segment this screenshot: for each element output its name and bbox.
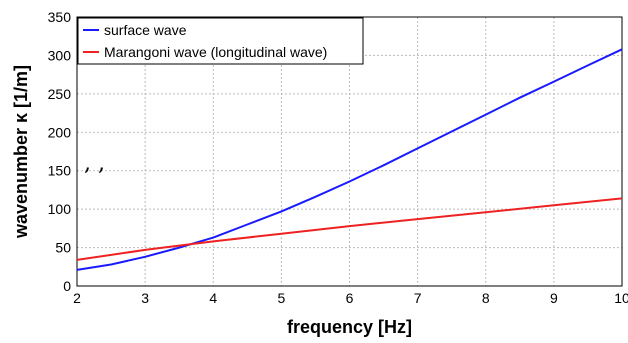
- y-tick-label: 250: [48, 86, 72, 102]
- x-tick-label: 5: [277, 290, 285, 306]
- y-axis-label: wavenumber κ [1/m]: [11, 65, 31, 239]
- y-tick-label: 50: [55, 240, 71, 256]
- series-lines: [76, 48, 623, 271]
- legend-box: [77, 17, 364, 65]
- plot-frame: [76, 16, 623, 287]
- x-tick-label: 9: [550, 290, 558, 306]
- series-line-1: [76, 197, 623, 261]
- y-tick-label: 150: [48, 163, 72, 179]
- stray-annotation: , ,: [84, 151, 105, 176]
- x-tick-label: 8: [482, 290, 490, 306]
- y-tick-label: 0: [63, 278, 71, 294]
- x-tick-label: 10: [614, 290, 628, 306]
- y-tick-label: 100: [48, 201, 72, 217]
- x-tick-label: 2: [73, 290, 81, 306]
- x-ticks: 2 3 4 5 6 7 8 9 10: [73, 290, 628, 306]
- x-tick-label: 4: [209, 290, 217, 306]
- legend-label-marangoni-wave: Marangoni wave (longitudinal wave): [104, 44, 327, 60]
- x-tick-label: 6: [346, 290, 354, 306]
- series-line-0: [76, 48, 623, 271]
- x-axis-label: frequency [Hz]: [287, 317, 412, 337]
- x-tick-label: 7: [414, 290, 422, 306]
- y-tick-label: 300: [48, 47, 72, 63]
- y-tick-label: 350: [48, 9, 72, 25]
- y-tick-label: 200: [48, 124, 72, 140]
- legend: surface wave Marangoni wave (longitudina…: [77, 17, 364, 65]
- y-ticks: 0 50 100 150 200 250 300 350: [48, 9, 72, 294]
- legend-label-surface-wave: surface wave: [104, 22, 187, 38]
- x-tick-label: 3: [141, 290, 149, 306]
